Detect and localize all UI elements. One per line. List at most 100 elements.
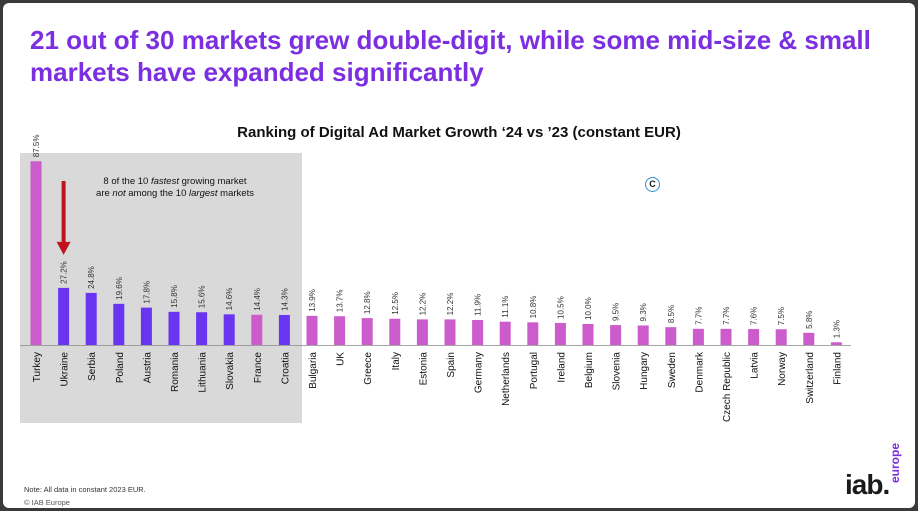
annotation-text: 8 of the 10 fastest growing market are n…: [71, 176, 279, 200]
value-label: 13.9%: [308, 289, 317, 312]
category-label: Slovakia: [225, 352, 236, 390]
value-label: 7.7%: [722, 307, 731, 325]
bar: [113, 303, 125, 345]
value-label: 12.2%: [418, 293, 427, 316]
value-label: 27.2%: [60, 261, 69, 284]
bar: [444, 319, 456, 345]
annotation-emphasis-fastest: fastest: [150, 176, 179, 187]
copyright-icon: C: [645, 177, 660, 192]
value-label: 15.8%: [170, 285, 179, 308]
value-label: 13.7%: [336, 290, 345, 313]
category-label: Norway: [777, 352, 788, 386]
value-label: 10.8%: [529, 296, 538, 319]
category-label: Finland: [832, 352, 843, 385]
category-label: Lithuania: [198, 352, 209, 393]
bar: [278, 314, 290, 345]
annotation-emphasis-largest: largest: [189, 188, 218, 199]
value-label: 14.6%: [225, 288, 234, 311]
category-label: Portugal: [529, 352, 540, 389]
category-label: Belgium: [584, 352, 595, 388]
bar: [472, 320, 484, 345]
value-label: 9.3%: [639, 303, 648, 321]
bar: [58, 287, 70, 345]
value-label: 1.3%: [832, 320, 841, 338]
category-label: Czech Republic: [722, 352, 733, 422]
category-label: Latvia: [750, 352, 761, 379]
value-label: 10.5%: [556, 296, 565, 319]
annotation-text-part: are: [96, 188, 113, 199]
category-label: Italy: [391, 352, 402, 370]
value-label: 8.5%: [667, 305, 676, 323]
bar: [637, 325, 649, 345]
annotation-text-part: markets: [217, 188, 254, 199]
category-label: Austria: [142, 352, 153, 384]
bar: [30, 161, 42, 345]
value-label: 11.9%: [474, 294, 483, 316]
value-label: 17.8%: [142, 281, 151, 304]
value-label: 12.2%: [446, 293, 455, 316]
value-label: 7.6%: [750, 307, 759, 325]
bar: [389, 318, 401, 345]
category-label: Estonia: [418, 352, 429, 386]
bar-chart: 87.5% Turkey 27.2% Ukraine 24.8% Serbia 19.6% P…: [20, 135, 851, 422]
value-label: 7.5%: [777, 307, 786, 325]
category-label: Poland: [115, 352, 126, 383]
bar: [748, 329, 760, 345]
bar: [196, 312, 208, 345]
value-label: 87.5%: [32, 135, 41, 158]
category-label: Denmark: [694, 351, 705, 393]
value-label: 14.3%: [280, 288, 289, 311]
category-label: Sweden: [667, 352, 678, 388]
bar: [85, 292, 97, 345]
bar: [499, 321, 511, 345]
chart-title: Ranking of Digital Ad Market Growth ‘24 …: [237, 124, 681, 141]
bar: [334, 316, 346, 345]
category-label: Ireland: [556, 352, 567, 383]
annotation-text-part: 8 of the 10: [103, 176, 151, 187]
category-label: Switzerland: [805, 352, 816, 404]
bar: [803, 332, 815, 345]
bar: [168, 311, 180, 345]
value-label: 12.8%: [363, 291, 372, 314]
value-label: 5.8%: [805, 311, 814, 329]
annotation-text-part: among the 10: [125, 188, 190, 199]
bar: [610, 325, 622, 345]
value-label: 10.0%: [584, 297, 593, 320]
category-label: Germany: [474, 352, 485, 393]
iab-logo: iab.: [845, 469, 890, 500]
footnote: Note: All data in constant 2023 EUR.: [24, 485, 146, 494]
slide: 21 out of 30 markets grew double-digit, …: [3, 3, 915, 508]
category-label: Romania: [170, 352, 181, 392]
category-label: Serbia: [87, 352, 98, 381]
headline: 21 out of 30 markets grew double-digit, …: [30, 25, 871, 87]
bar: [361, 318, 373, 345]
category-label: Bulgaria: [308, 352, 319, 389]
category-label: Croatia: [280, 352, 291, 385]
value-label: 11.1%: [501, 296, 510, 318]
bar: [306, 315, 318, 345]
bar: [720, 328, 732, 345]
bar: [251, 314, 263, 345]
value-label: 14.4%: [253, 288, 262, 311]
category-label: France: [253, 352, 264, 384]
category-label: Hungary: [639, 352, 650, 390]
bar: [416, 319, 428, 345]
source-credit: © IAB Europe: [24, 498, 70, 507]
category-label: Ukraine: [60, 352, 71, 387]
value-label: 7.7%: [694, 307, 703, 325]
category-label: UK: [336, 352, 347, 366]
bar: [775, 329, 787, 345]
bar: [223, 314, 235, 345]
category-label: Netherlands: [501, 352, 512, 406]
bar: [527, 322, 539, 345]
value-label: 24.8%: [87, 266, 96, 289]
bar: [554, 322, 566, 345]
annotation-text-part: growing market: [178, 176, 247, 187]
category-label: Spain: [446, 352, 457, 378]
annotation-emphasis-not: not: [112, 188, 126, 199]
bar: [665, 327, 677, 345]
bar: [582, 324, 594, 345]
arrow-head: [56, 241, 71, 255]
value-label: 19.6%: [115, 277, 124, 300]
value-label: 12.5%: [391, 292, 400, 315]
